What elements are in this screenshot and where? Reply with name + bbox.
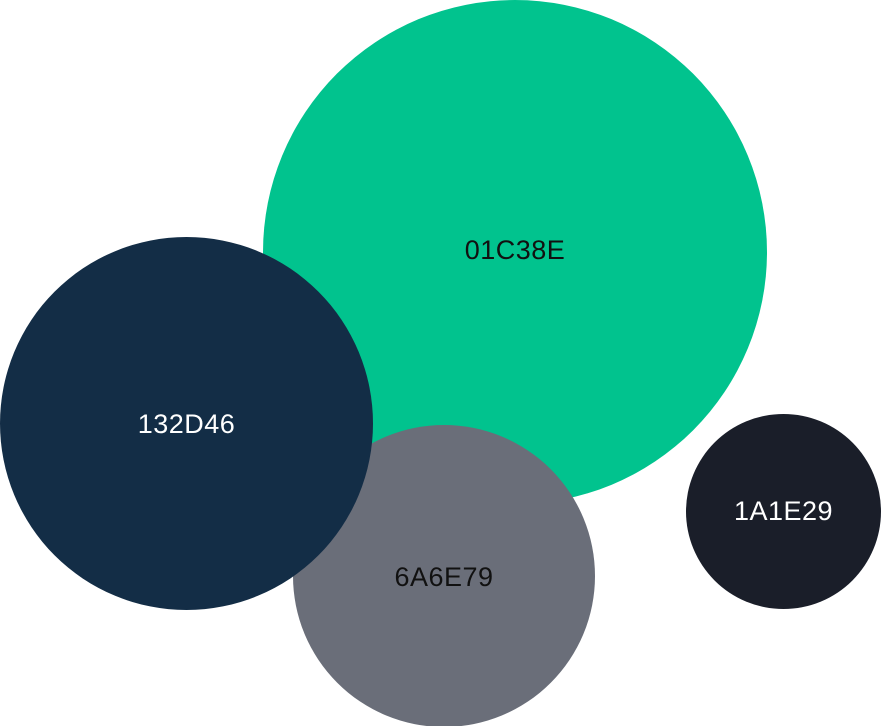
swatch-label-132d46: 132D46 xyxy=(137,408,236,439)
color-swatch-1a1e29: 1A1E29 xyxy=(686,414,881,609)
swatch-label-6a6e79: 6A6E79 xyxy=(394,561,494,592)
swatch-label-01c38e: 01C38E xyxy=(464,234,566,265)
swatch-label-1a1e29: 1A1E29 xyxy=(733,496,834,526)
color-swatch-132d46: 132D46 xyxy=(0,237,373,610)
